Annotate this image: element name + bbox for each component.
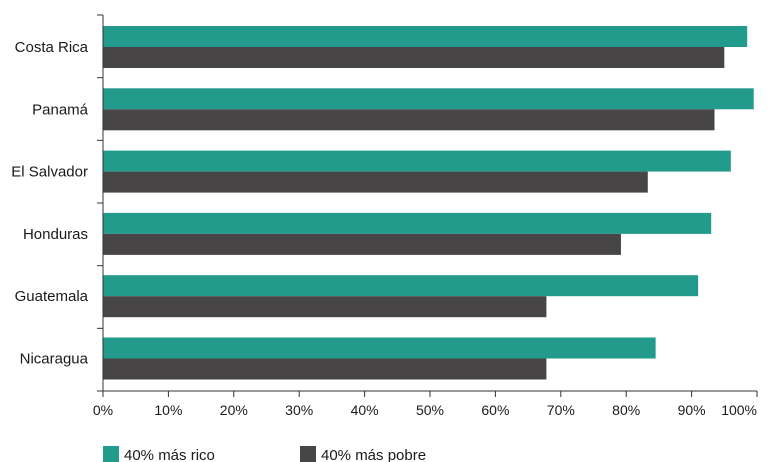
category-label: Costa Rica — [15, 39, 89, 56]
bar-poor-1 — [103, 109, 715, 131]
bar-rich-5 — [103, 337, 656, 359]
category-labels: Costa Rica Panamá El Salvador Honduras Guate… — [11, 39, 88, 368]
category-label: Nicaragua — [20, 351, 89, 368]
bars-group — [103, 26, 754, 380]
bar-rich-4 — [103, 275, 699, 297]
bar-poor-4 — [103, 296, 547, 318]
x-tick-label: 80% — [612, 402, 640, 418]
x-tick-label: 10% — [154, 402, 182, 418]
bar-poor-3 — [103, 233, 621, 255]
category-label: Panamá — [32, 101, 89, 118]
x-tick-label: 40% — [351, 402, 379, 418]
x-tick-label: 60% — [481, 402, 509, 418]
legend-label-rich: 40% más rico — [124, 447, 215, 462]
category-label: Guatemala — [15, 288, 89, 305]
category-label: El Salvador — [11, 164, 88, 181]
category-label: Honduras — [23, 226, 88, 243]
bar-poor-2 — [103, 171, 648, 193]
legend: 40% más rico 40% más pobre — [103, 446, 426, 462]
x-tick-labels: 0% 10% 20% 30% 40% 50% 60% 70% 80% 90% 100% — [93, 402, 757, 418]
legend-swatch-poor — [300, 446, 316, 462]
x-tick-label: 20% — [220, 402, 248, 418]
bar-rich-1 — [103, 88, 754, 110]
x-tick-label: 70% — [547, 402, 575, 418]
legend-swatch-rich — [103, 446, 119, 462]
bar-poor-5 — [103, 358, 547, 380]
bar-rich-2 — [103, 150, 731, 172]
x-tick-label: 30% — [285, 402, 313, 418]
bar-rich-0 — [103, 26, 748, 47]
x-tick-label: 90% — [678, 402, 706, 418]
x-tick-label: 100% — [721, 402, 757, 418]
legend-label-poor: 40% más pobre — [321, 447, 426, 462]
bar-poor-0 — [103, 47, 725, 68]
bar-rich-3 — [103, 212, 712, 234]
x-tick-label: 0% — [93, 402, 113, 418]
x-tick-label: 50% — [416, 402, 444, 418]
axes-group — [97, 14, 758, 397]
